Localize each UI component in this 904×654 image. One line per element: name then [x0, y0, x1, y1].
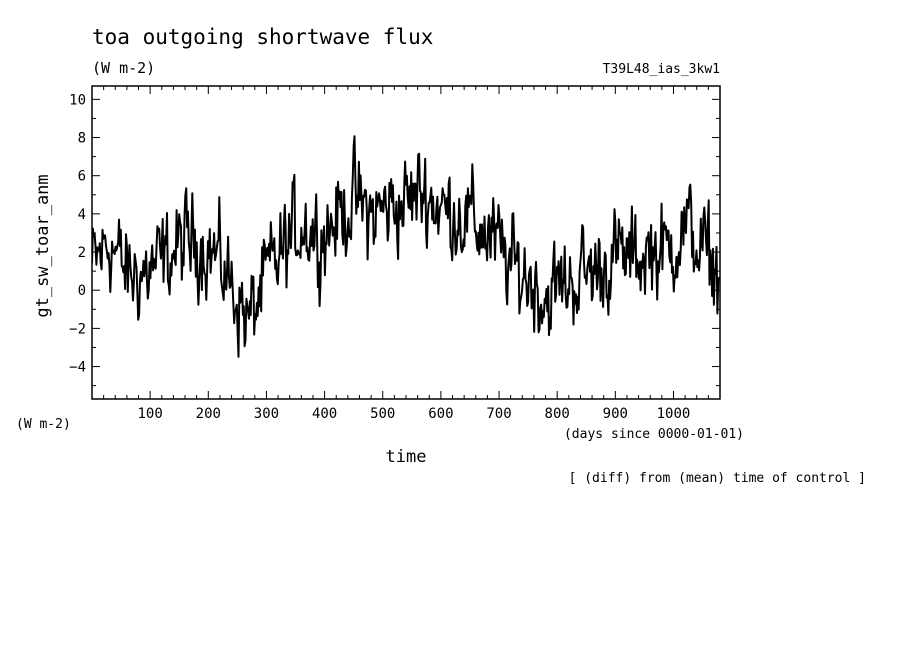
x-tick-label: 500: [370, 406, 395, 422]
run-label: T39L48_ias_3kw1: [603, 62, 720, 77]
y-axis: −4 −2 0 2 4 6 8 10: [69, 92, 720, 387]
y-tick-label: 2: [78, 245, 86, 261]
x-units-label: (days since 0000-01-01): [564, 427, 744, 442]
y-tick-label: 8: [78, 131, 86, 147]
y-tick-label: 6: [78, 169, 86, 185]
x-tick-label: 200: [196, 406, 221, 422]
x-tick-label: 700: [486, 406, 511, 422]
y-tick-label: 4: [78, 207, 86, 223]
x-tick-label: 300: [254, 406, 279, 422]
x-tick-label: 600: [428, 406, 453, 422]
data-layer: [92, 135, 720, 358]
x-axis-label: time: [386, 447, 427, 467]
chart-units: (W m-2): [92, 59, 155, 77]
chart-title: toa outgoing shortwave flux: [92, 25, 433, 49]
y-tick-label: 0: [78, 283, 86, 299]
x-tick-label: 1000: [657, 406, 691, 422]
x-tick-label: 400: [312, 406, 337, 422]
x-tick-label: 100: [137, 406, 162, 422]
y-tick-label: −4: [69, 360, 86, 376]
x-tick-label: 800: [545, 406, 570, 422]
y-axis-label: gt_sw_toar_anm: [33, 174, 53, 317]
x-axis: 100 200 300 400 500 600 700 800 900 1000: [103, 86, 709, 422]
footnote: [ (diff) from (mean) time of control ]: [569, 471, 866, 486]
y-units-label: (W m-2): [16, 417, 71, 432]
y-tick-label: −2: [69, 321, 86, 337]
series-line: [92, 135, 720, 358]
x-tick-label: 900: [603, 406, 628, 422]
y-tick-label: 10: [69, 92, 86, 108]
